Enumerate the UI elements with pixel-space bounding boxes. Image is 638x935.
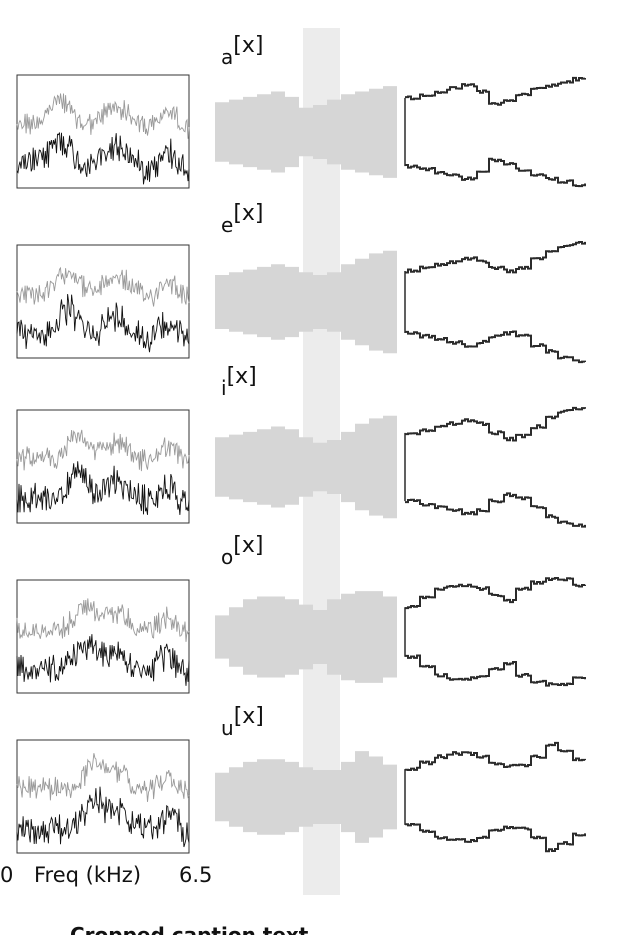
tract-outline-lower <box>405 330 586 364</box>
caption-text: Cropped caption text <box>70 923 309 935</box>
upper-spectrum-trace <box>16 753 190 802</box>
vowel-rows: a[x]e[x]i[x]o[x]u[x] <box>16 33 586 854</box>
lower-spectrum-trace <box>16 634 190 686</box>
vowel-row: a[x] <box>16 33 586 189</box>
tube-area-shape <box>215 751 397 843</box>
vowel-label: u[x] <box>221 704 264 740</box>
spectrum-panel <box>16 244 190 359</box>
tract-outline-upper <box>405 577 586 610</box>
tract-outline-lower <box>405 654 586 687</box>
tract-outline-upper <box>405 241 586 274</box>
vowel-label: a[x] <box>221 33 263 69</box>
spectrum-panel <box>16 739 190 854</box>
vowel-letter: e <box>221 213 233 237</box>
upper-spectrum-trace <box>16 93 190 139</box>
tract-outline-lower <box>405 492 586 528</box>
freq-axis-title: Freq (kHz) <box>34 863 141 887</box>
tube-area-shape <box>215 415 397 519</box>
tract-outline-upper <box>405 76 586 106</box>
tube-area-shape <box>215 591 397 683</box>
spectrum-panel <box>16 74 190 189</box>
spectrum-panel <box>16 579 190 694</box>
vowel-row: o[x] <box>16 533 586 694</box>
lower-spectrum-trace <box>16 132 190 185</box>
tract-outline-lower <box>405 157 586 188</box>
vowel-bracket: [x] <box>233 533 263 558</box>
lower-spectrum-trace <box>16 294 190 353</box>
upper-spectrum-trace <box>16 598 190 642</box>
vowel-label: e[x] <box>221 201 264 237</box>
lower-spectrum-trace <box>16 461 190 515</box>
vowel-bracket: [x] <box>233 33 263 58</box>
freq-axis-min-label: 0 <box>0 863 13 887</box>
vowel-bracket: [x] <box>233 201 263 226</box>
vowel-letter: a <box>221 45 233 69</box>
vowel-label: o[x] <box>221 533 263 569</box>
vowel-bracket: [x] <box>227 364 257 389</box>
vowel-row: u[x] <box>16 704 586 854</box>
tube-area-shape <box>215 86 397 178</box>
vowel-letter: u <box>221 716 234 740</box>
vowel-bracket: [x] <box>234 704 264 729</box>
vowel-label: i[x] <box>221 364 257 400</box>
upper-spectrum-trace <box>16 429 190 472</box>
lower-spectrum-trace <box>16 786 190 848</box>
tube-area-shape <box>215 250 397 354</box>
freq-axis-max-label: 6.5 <box>179 863 212 887</box>
upper-spectrum-trace <box>16 266 190 307</box>
vowel-letter: i <box>221 376 227 400</box>
vowel-letter: o <box>221 545 233 569</box>
vowel-row: e[x] <box>16 201 586 364</box>
vowel-row: i[x] <box>16 364 586 528</box>
tract-outline-upper <box>405 741 586 771</box>
tract-outline-lower <box>405 823 586 853</box>
tract-outline-upper <box>405 406 586 442</box>
cropped-caption: Cropped caption text <box>70 923 309 935</box>
